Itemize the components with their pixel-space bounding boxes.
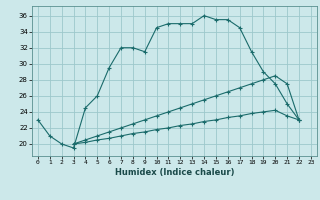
X-axis label: Humidex (Indice chaleur): Humidex (Indice chaleur) (115, 168, 234, 177)
